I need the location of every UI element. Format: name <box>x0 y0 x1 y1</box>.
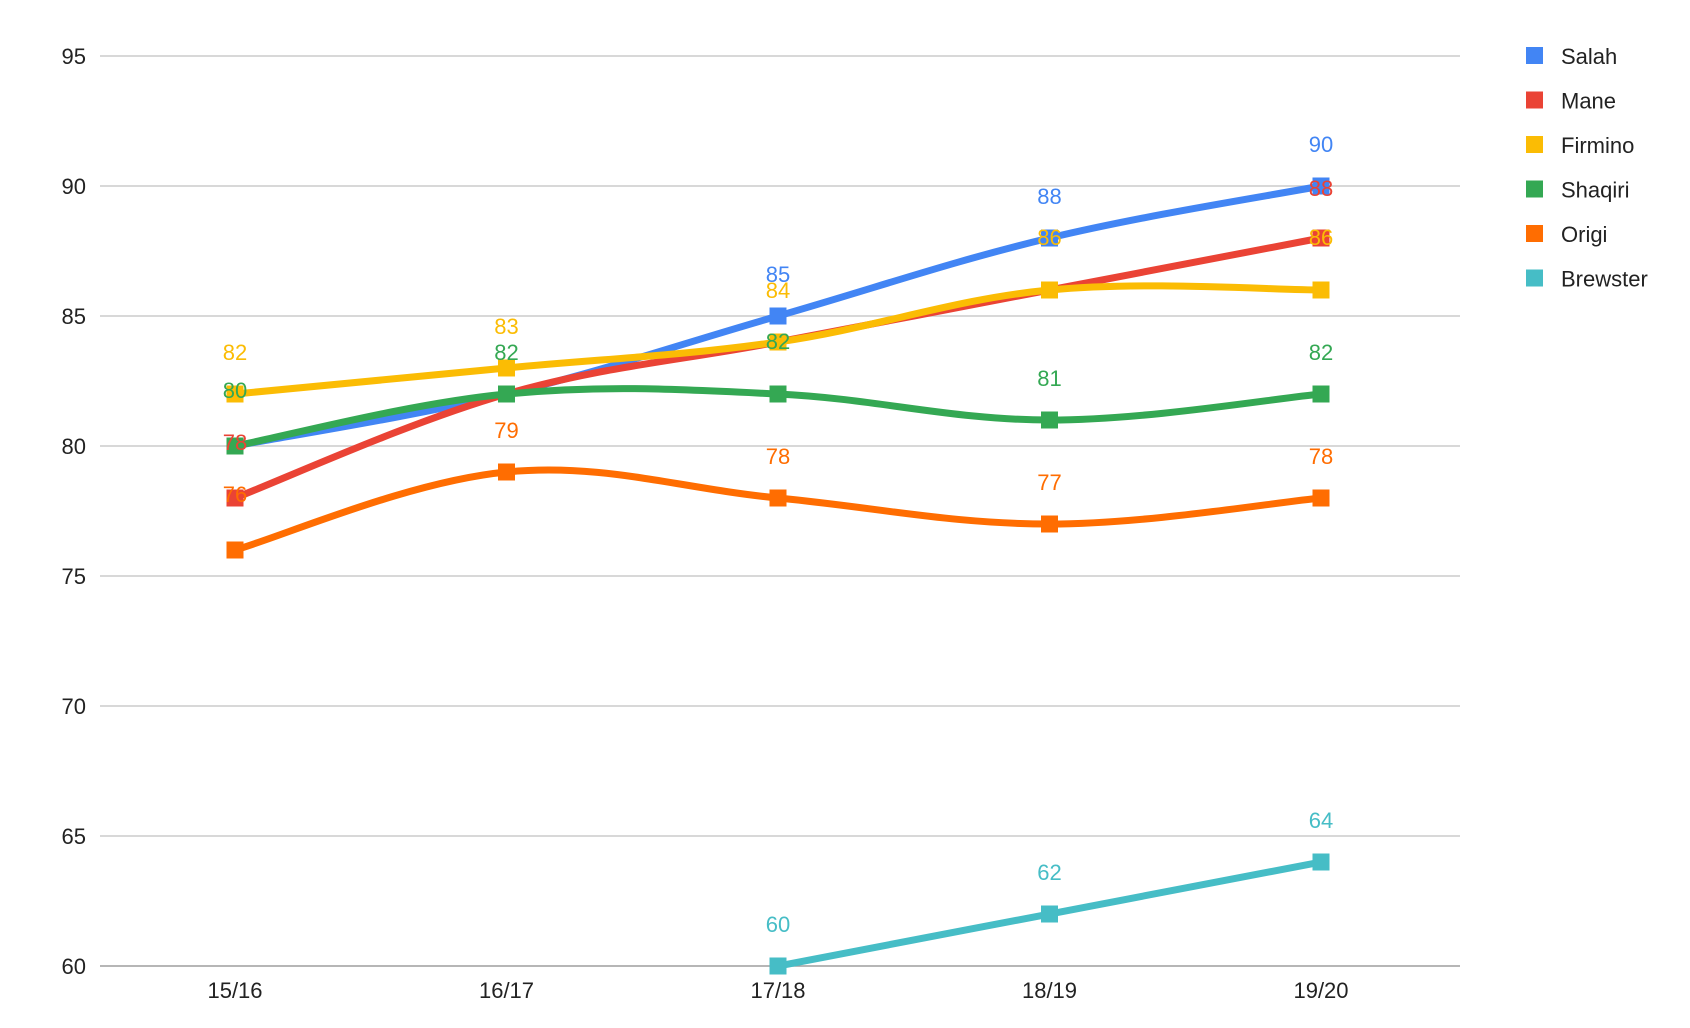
legend-swatch <box>1526 136 1543 153</box>
legend-item-firmino[interactable]: Firmino <box>1526 133 1634 158</box>
data-point <box>769 385 787 403</box>
legend-item-origi[interactable]: Origi <box>1526 222 1607 247</box>
data-label: 60 <box>766 912 790 937</box>
data-point <box>769 333 787 351</box>
x-tick-label: 15/16 <box>207 978 262 1003</box>
legend-swatch <box>1526 91 1543 109</box>
data-point <box>226 385 244 403</box>
data-point <box>1312 229 1330 247</box>
data-point <box>498 359 515 377</box>
data-point <box>769 489 787 507</box>
series-line <box>231 466 1325 554</box>
series-firmino <box>226 281 1330 403</box>
data-point <box>1312 489 1330 507</box>
y-tick-label: 65 <box>62 824 86 849</box>
y-tick-label: 75 <box>62 564 86 589</box>
x-tick-label: 18/19 <box>1022 978 1077 1003</box>
legend-label: Mane <box>1561 89 1616 114</box>
data-label: 85 <box>766 262 790 287</box>
series-shaqiri <box>226 385 1330 455</box>
data-point <box>1041 411 1058 429</box>
data-label: 82 <box>223 340 247 365</box>
data-label: 64 <box>1309 808 1333 833</box>
legend-label: Origi <box>1561 222 1607 247</box>
legend-swatch <box>1526 47 1543 64</box>
y-tick-label: 70 <box>62 694 86 719</box>
data-point <box>1312 853 1330 871</box>
data-point <box>498 385 515 403</box>
legend-item-shaqiri[interactable]: Shaqiri <box>1526 178 1629 203</box>
data-label: 88 <box>1309 176 1333 201</box>
data-label: 76 <box>223 482 247 507</box>
data-label: 80 <box>223 378 247 403</box>
data-label: 86 <box>1037 225 1061 250</box>
y-tick-label: 60 <box>62 954 86 979</box>
y-tick-label: 95 <box>62 44 86 69</box>
data-label: 82 <box>1309 340 1333 365</box>
data-point <box>1312 385 1330 403</box>
y-tick-label: 90 <box>62 174 86 199</box>
data-label: 86 <box>1309 225 1333 250</box>
legend: Salah Mane Firmino Shaqiri Origi Brewster <box>1526 44 1648 292</box>
data-label: 78 <box>223 430 247 455</box>
data-label: 83 <box>494 314 518 339</box>
data-point <box>1041 905 1058 923</box>
data-point <box>498 463 515 481</box>
plot-area <box>226 177 1330 975</box>
data-label: 84 <box>766 278 790 303</box>
grid <box>100 55 1460 967</box>
data-label: 62 <box>1037 860 1061 885</box>
x-tick-label: 19/20 <box>1293 978 1348 1003</box>
legend-label: Firmino <box>1561 133 1634 158</box>
legend-swatch <box>1526 269 1543 287</box>
data-point <box>769 957 787 975</box>
data-label: 90 <box>1309 132 1333 157</box>
legend-item-salah[interactable]: Salah <box>1526 44 1617 69</box>
legend-label: Salah <box>1561 44 1617 69</box>
data-label: 88 <box>1037 184 1061 209</box>
data-label: 82 <box>766 329 790 354</box>
legend-swatch <box>1526 180 1543 198</box>
legend-swatch <box>1526 225 1543 242</box>
data-label: 78 <box>1309 444 1333 469</box>
series-origi <box>226 463 1330 559</box>
y-axis: 60 65 70 75 80 85 90 95 <box>62 44 86 979</box>
data-point <box>1041 229 1058 247</box>
legend-item-brewster[interactable]: Brewster <box>1526 267 1648 292</box>
data-point <box>226 489 244 507</box>
series-brewster <box>769 853 1330 975</box>
legend-label: Shaqiri <box>1561 178 1629 203</box>
data-label: 82 <box>494 340 518 365</box>
legend-item-mane[interactable]: Mane <box>1526 89 1616 114</box>
data-point <box>769 307 787 325</box>
data-point <box>226 541 244 559</box>
data-label: 79 <box>494 418 518 443</box>
data-point <box>1041 281 1058 299</box>
legend-label: Brewster <box>1561 267 1648 292</box>
y-tick-label: 85 <box>62 304 86 329</box>
data-label: 81 <box>1037 366 1061 391</box>
data-point <box>1312 281 1330 299</box>
data-point <box>226 437 244 455</box>
x-tick-label: 17/18 <box>750 978 805 1003</box>
x-axis: 15/16 16/17 17/18 18/19 19/20 <box>207 978 1348 1003</box>
data-point <box>1312 177 1330 195</box>
x-tick-label: 16/17 <box>479 978 534 1003</box>
data-label: 78 <box>766 444 790 469</box>
data-label: 77 <box>1037 470 1061 495</box>
y-tick-label: 80 <box>62 434 86 459</box>
data-point <box>1041 515 1058 533</box>
